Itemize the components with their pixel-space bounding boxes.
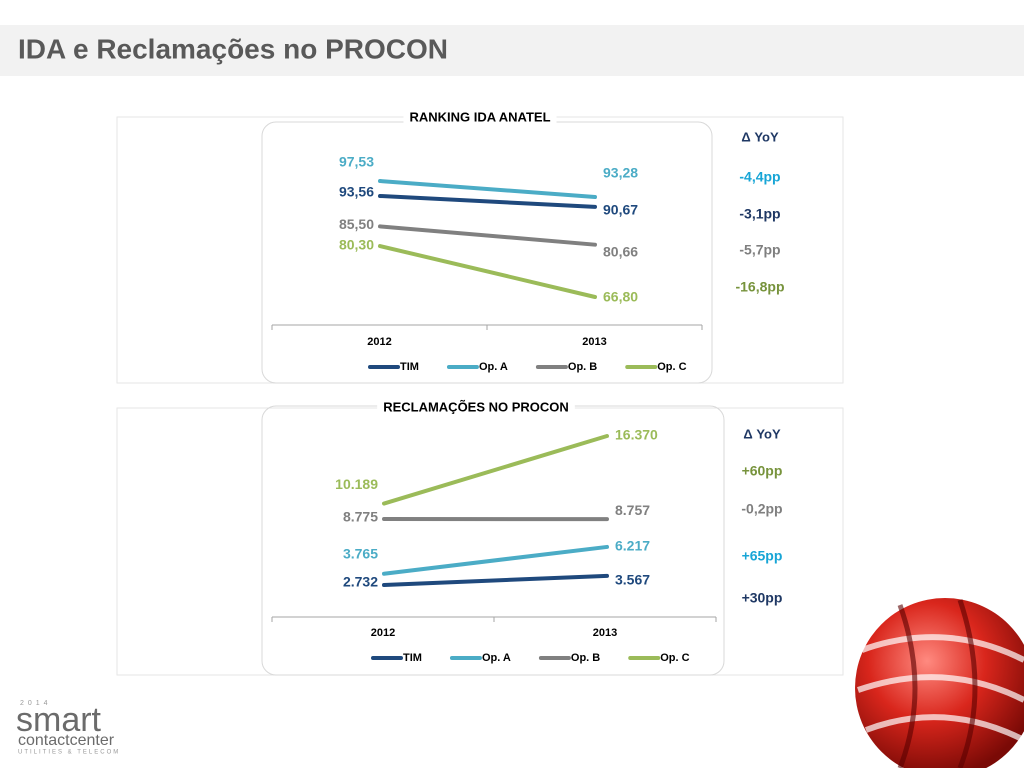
value-label: 93,28 xyxy=(603,165,638,181)
chart-title: RANKING IDA ANATEL xyxy=(409,109,550,124)
logo: 2014 smart contactcenter UTILITIES & TEL… xyxy=(16,700,120,756)
value-label: 80,30 xyxy=(339,237,374,253)
legend-label: Op. A xyxy=(482,652,511,664)
x-tick-label: 2012 xyxy=(371,627,395,639)
logo-line3: UTILITIES & TELECOM xyxy=(18,750,120,756)
value-label: 8.757 xyxy=(615,502,650,518)
value-label: 8.775 xyxy=(343,509,378,525)
legend-label: Op. C xyxy=(660,652,689,664)
annotation: +30pp xyxy=(742,590,783,606)
annotation-title: Δ YoY xyxy=(741,129,779,144)
series-line xyxy=(378,193,597,209)
value-label: 3.567 xyxy=(615,572,650,588)
slide-title: IDA e Reclamações no PROCON xyxy=(18,33,448,64)
annotation: -4,4pp xyxy=(739,169,780,185)
x-tick-label: 2012 xyxy=(367,336,391,348)
value-label: 85,50 xyxy=(339,216,374,232)
x-tick-label: 2013 xyxy=(593,627,617,639)
series-line xyxy=(378,244,597,299)
annotation: -5,7pp xyxy=(739,242,780,258)
legend-label: Op. C xyxy=(657,361,686,373)
value-label: 66,80 xyxy=(603,289,638,305)
title-bar xyxy=(0,25,1024,76)
annotation: -16,8pp xyxy=(735,279,784,295)
series-line xyxy=(378,179,597,200)
chart-title: RECLAMAÇÕES NO PROCON xyxy=(383,399,569,414)
value-label: 90,67 xyxy=(603,202,638,218)
value-label: 3.765 xyxy=(343,545,378,561)
series-line xyxy=(382,434,609,506)
chart-frame xyxy=(116,407,844,676)
legend-label: Op. B xyxy=(571,652,600,664)
annotation: +65pp xyxy=(742,548,783,564)
legend-label: Op. B xyxy=(568,361,597,373)
legend-label: TIM xyxy=(403,652,422,664)
annotation: -3,1pp xyxy=(739,206,780,222)
logo-brand: smart xyxy=(16,701,102,739)
chart-inner-frame xyxy=(261,121,713,384)
logo-line2: contactcenter xyxy=(18,732,115,749)
series-line xyxy=(382,573,609,587)
value-label: 97,53 xyxy=(339,154,374,170)
chart-inner-frame xyxy=(261,405,725,676)
x-tick-label: 2013 xyxy=(582,336,606,348)
legend-label: Op. A xyxy=(479,361,508,373)
series-line xyxy=(382,544,609,576)
annotation: +60pp xyxy=(742,463,783,479)
value-label: 2.732 xyxy=(343,574,378,590)
value-label: 6.217 xyxy=(615,538,650,554)
value-label: 10.189 xyxy=(335,476,378,492)
sphere-graphic xyxy=(855,598,1024,768)
chart-title-bg xyxy=(403,109,557,127)
annotation-title: Δ YoY xyxy=(743,426,781,441)
annotation: -0,2pp xyxy=(741,501,782,517)
series-line xyxy=(378,224,597,247)
value-label: 16.370 xyxy=(615,427,658,443)
legend-label: TIM xyxy=(400,361,419,373)
chart-frame xyxy=(116,116,844,384)
logo-year: 2014 xyxy=(20,700,52,707)
value-label: 93,56 xyxy=(339,184,374,200)
chart-title-bg xyxy=(377,399,575,417)
value-label: 80,66 xyxy=(603,243,638,259)
